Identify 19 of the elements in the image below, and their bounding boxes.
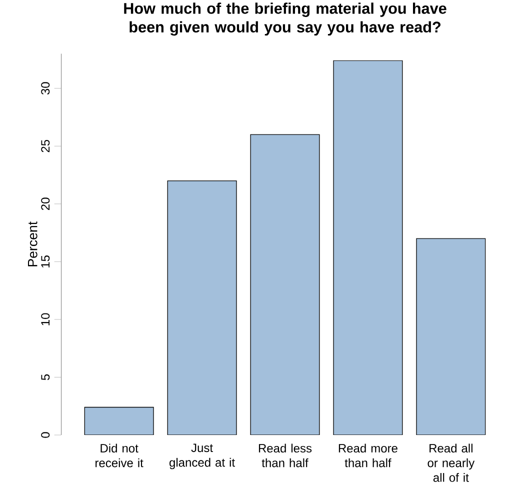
y-tick-label: 30 [41, 82, 50, 95]
bar [84, 407, 154, 435]
chart-title: How much of the briefing material you have been given would you say you have read? [124, 2, 446, 36]
y-tick-label: 0 [41, 432, 50, 438]
y-tick-label: 15 [41, 256, 50, 268]
y-tick-label: 25 [41, 140, 50, 152]
x-tick-label: Read all or nearly all of it [428, 444, 475, 482]
bar [168, 180, 236, 435]
y-tick-label: 20 [41, 198, 50, 210]
bar [250, 134, 320, 435]
y-tick-label: 5 [41, 374, 50, 380]
bar [334, 60, 402, 435]
x-tick-label: Read less than half [258, 444, 312, 468]
y-axis-title: Percent [28, 221, 38, 266]
x-tick-label: Did not receive it [96, 444, 144, 468]
x-tick-label: Read more than half [338, 444, 398, 468]
bar [416, 238, 486, 435]
x-tick-label: Just glanced at it [170, 444, 235, 470]
y-tick-label: 10 [41, 313, 50, 326]
